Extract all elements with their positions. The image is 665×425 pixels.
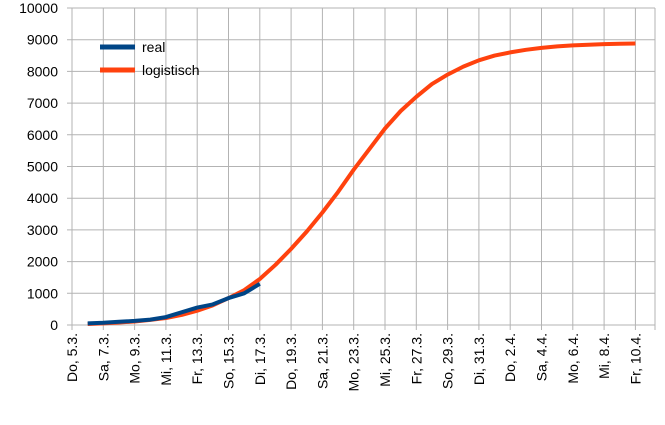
- y-tick-label: 8000: [27, 63, 58, 79]
- x-tick-label: Do, 19.3.: [283, 333, 299, 390]
- y-tick-label: 3000: [27, 222, 58, 238]
- x-tick-label: So, 15.3.: [221, 333, 237, 389]
- y-tick-label: 9000: [27, 32, 58, 48]
- y-tick-label: 10000: [19, 0, 58, 16]
- legend-label: logistisch: [142, 62, 200, 78]
- series-line: [87, 41, 636, 326]
- y-tick-label: 0: [50, 317, 58, 333]
- x-tick-label: Di, 17.3.: [252, 333, 268, 385]
- x-tick-label: Sa, 7.3.: [95, 333, 111, 381]
- y-tick-label: 7000: [27, 95, 58, 111]
- x-tick-label: So, 29.3.: [440, 333, 456, 389]
- x-tick-label: Di, 31.3.: [471, 333, 487, 385]
- x-tick-label: Mo, 23.3.: [346, 333, 362, 391]
- y-tick-label: 2000: [27, 254, 58, 270]
- x-tick-label: Mi, 8.4.: [596, 333, 612, 379]
- x-tick-label: Mi, 11.3.: [158, 333, 174, 386]
- y-tick-label: 1000: [27, 285, 58, 301]
- x-tick-label: Mo, 6.4.: [565, 333, 581, 384]
- x-tick-label: Sa, 21.3.: [314, 333, 330, 389]
- y-tick-label: 5000: [27, 159, 58, 175]
- series-line: [87, 282, 261, 326]
- x-tick-label: Sa, 4.4.: [534, 333, 550, 381]
- x-tick-label: Mo, 9.3.: [127, 333, 143, 384]
- x-tick-label: Do, 5.3.: [64, 333, 80, 382]
- x-tick-label: Fr, 27.3.: [408, 333, 424, 384]
- x-tick-label: Do, 2.4.: [502, 333, 518, 382]
- y-tick-label: 4000: [27, 190, 58, 206]
- y-tick-label: 6000: [27, 127, 58, 143]
- legend-label: real: [142, 39, 165, 55]
- x-tick-label: Fr, 13.3.: [189, 333, 205, 384]
- x-tick-label: Mi, 25.3.: [377, 333, 393, 387]
- x-tick-label: Fr, 10.4.: [627, 333, 643, 384]
